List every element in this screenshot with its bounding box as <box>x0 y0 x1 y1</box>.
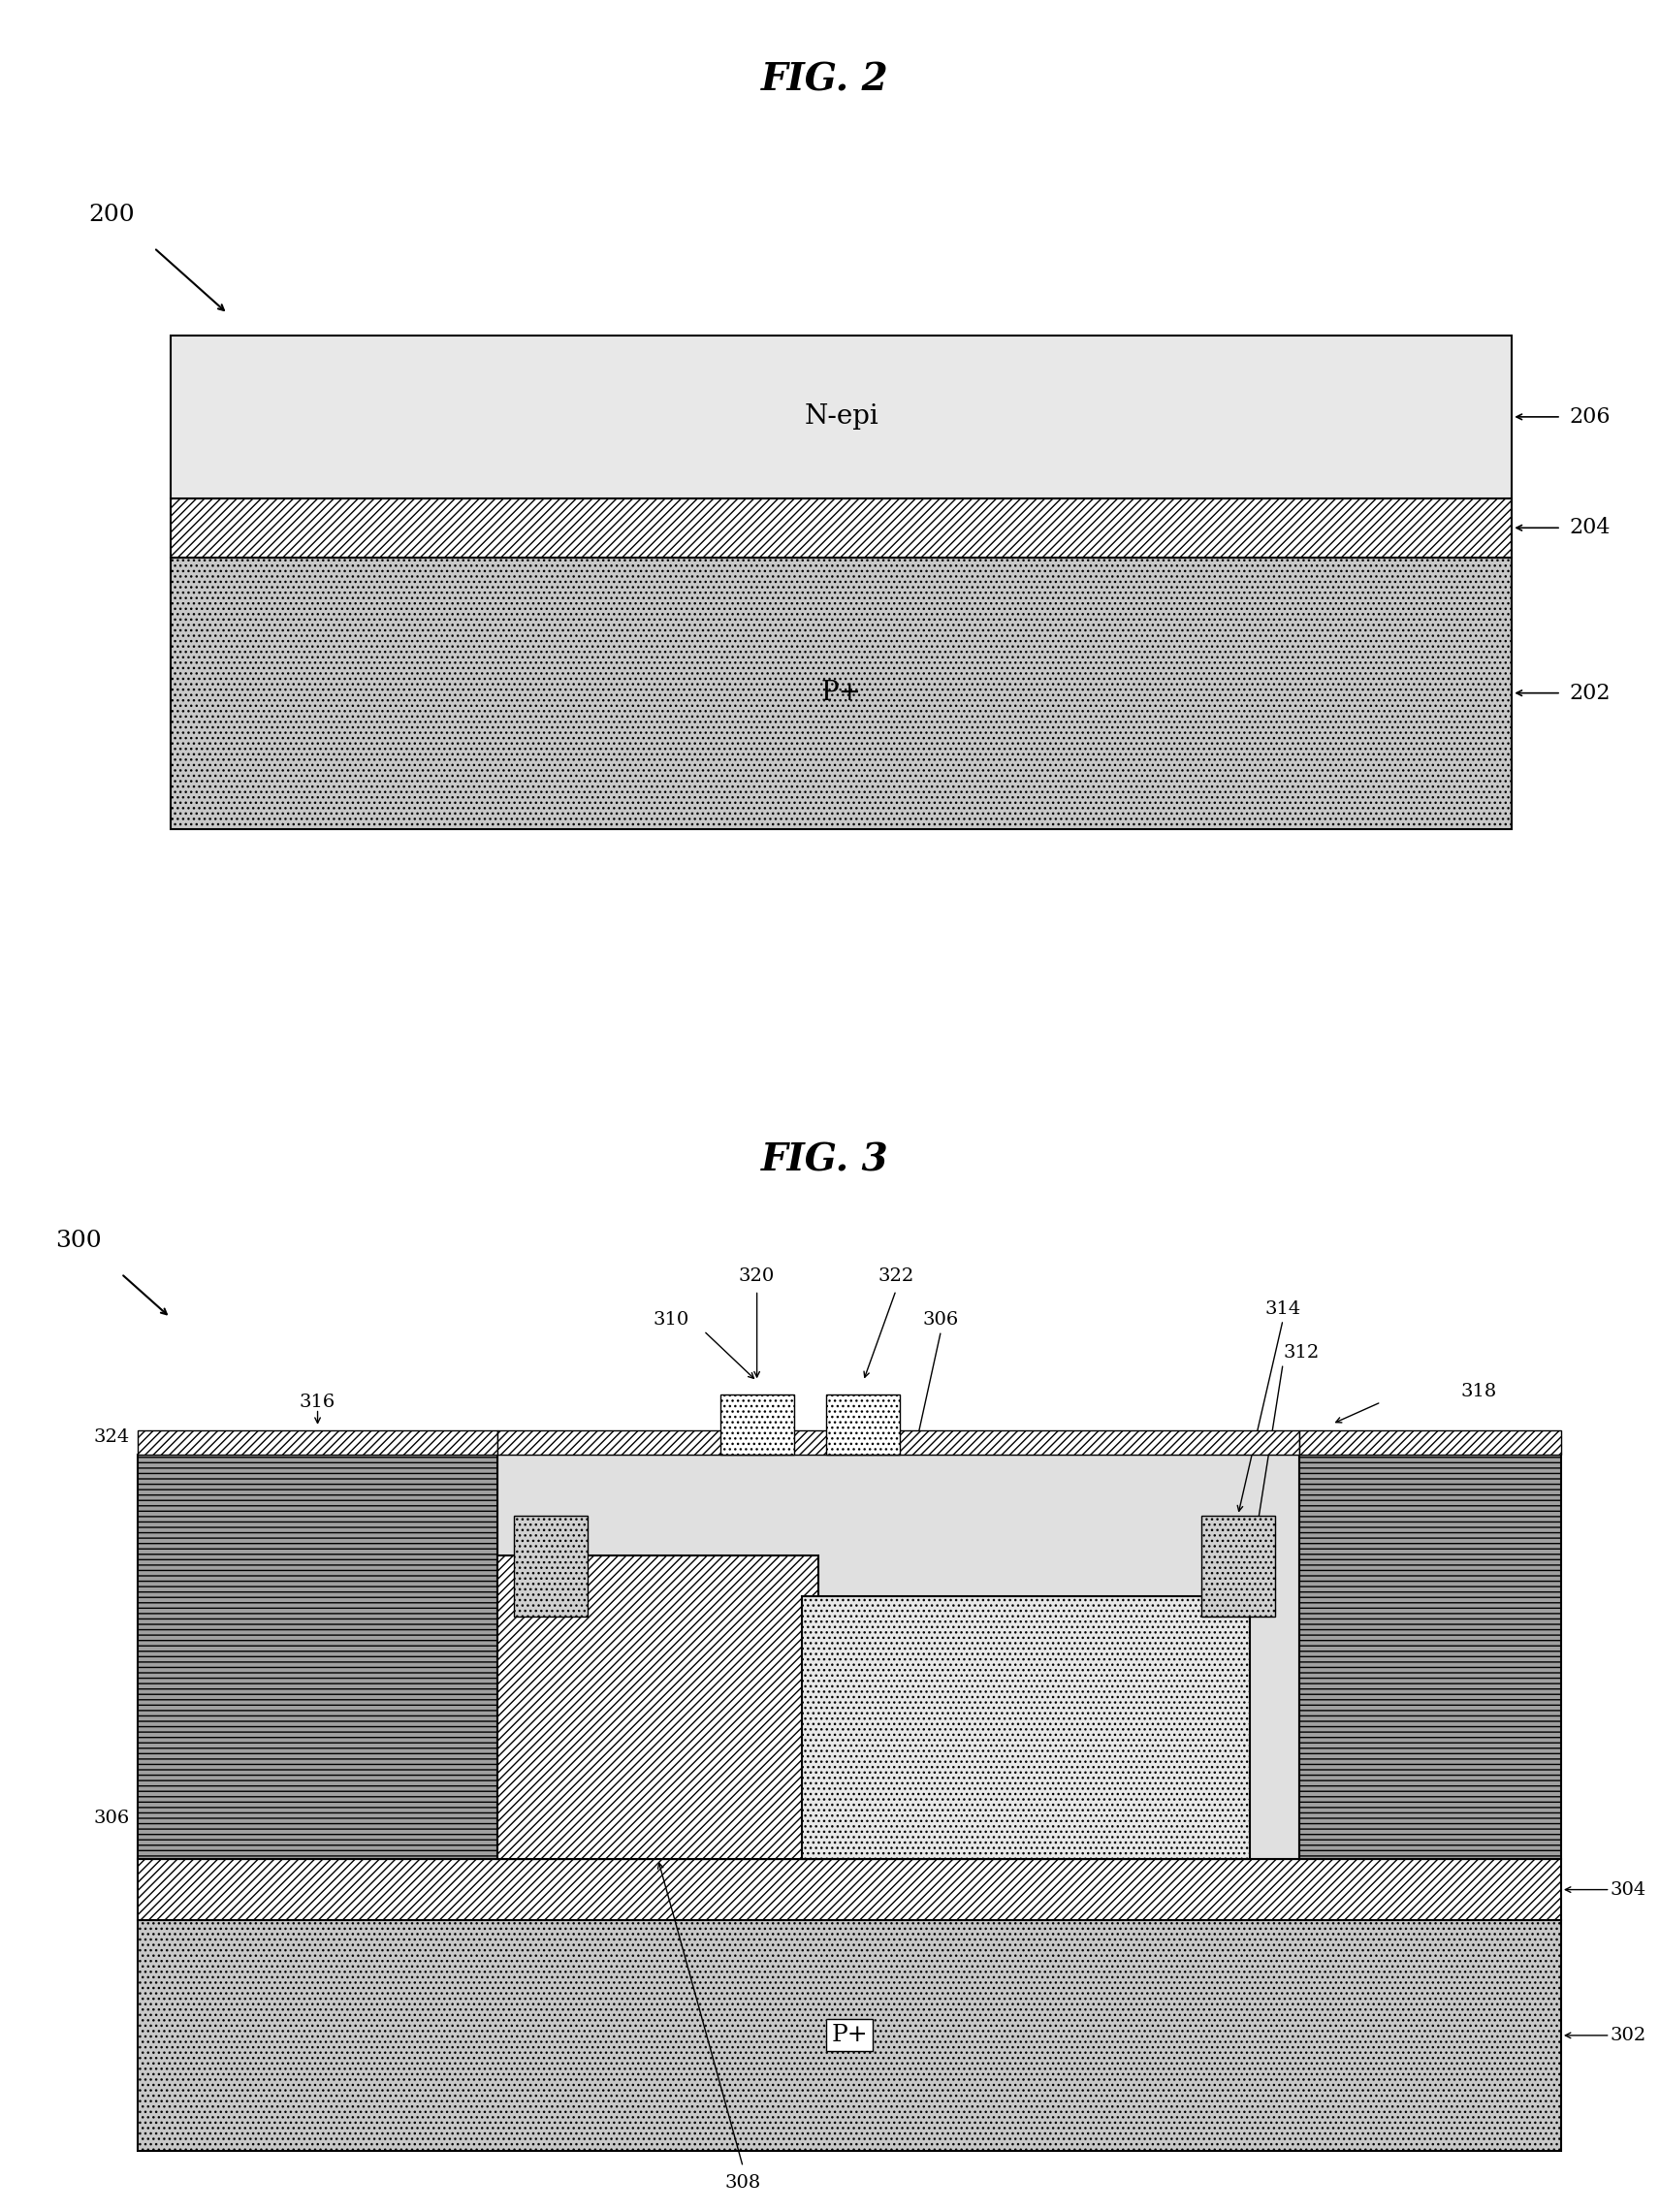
Text: 306: 306 <box>93 1809 129 1827</box>
Text: FIG. 2: FIG. 2 <box>760 62 888 97</box>
Text: 314: 314 <box>1265 1301 1301 1318</box>
Text: FIG. 3: FIG. 3 <box>760 1141 888 1179</box>
Text: 202: 202 <box>1569 681 1610 703</box>
Bar <box>1300 1455 1560 1858</box>
Text: 318: 318 <box>1461 1382 1497 1400</box>
Bar <box>138 1920 1560 2150</box>
Bar <box>827 1394 900 1455</box>
Text: 312: 312 <box>1283 1345 1320 1363</box>
Bar <box>171 557 1512 830</box>
Bar <box>138 1431 498 1455</box>
Bar <box>138 1455 498 1858</box>
Bar <box>802 1597 1250 1858</box>
Text: 206: 206 <box>1569 407 1610 427</box>
Text: 308: 308 <box>725 2174 760 2192</box>
Bar <box>720 1394 793 1455</box>
Bar <box>498 1555 818 1858</box>
Text: 302: 302 <box>1610 2026 1647 2044</box>
Text: P+: P+ <box>832 2024 868 2046</box>
Bar <box>138 1858 1560 1920</box>
Text: 310: 310 <box>652 1312 689 1329</box>
Bar <box>1202 1515 1275 1617</box>
Text: 324: 324 <box>93 1429 129 1447</box>
Bar <box>498 1431 1300 1455</box>
Text: N+: N+ <box>1227 1559 1248 1573</box>
Text: 300: 300 <box>56 1230 101 1252</box>
Text: 320: 320 <box>739 1267 775 1285</box>
Bar <box>498 1455 1300 1858</box>
Text: 306: 306 <box>923 1312 959 1329</box>
Text: 316: 316 <box>299 1394 335 1411</box>
Bar <box>171 336 1512 498</box>
Text: N-epi: N-epi <box>1003 1719 1051 1736</box>
Text: 304: 304 <box>1610 1880 1647 1898</box>
Text: 204: 204 <box>1569 518 1610 538</box>
Text: P+: P+ <box>820 679 862 706</box>
Text: 200: 200 <box>88 204 134 226</box>
Text: N-epi: N-epi <box>803 405 878 429</box>
Text: N+: N+ <box>540 1559 561 1573</box>
Bar <box>171 498 1512 557</box>
Bar <box>1300 1431 1560 1455</box>
Bar <box>515 1515 588 1617</box>
Text: 322: 322 <box>878 1267 915 1285</box>
Text: P-BODY: P-BODY <box>629 1701 687 1714</box>
